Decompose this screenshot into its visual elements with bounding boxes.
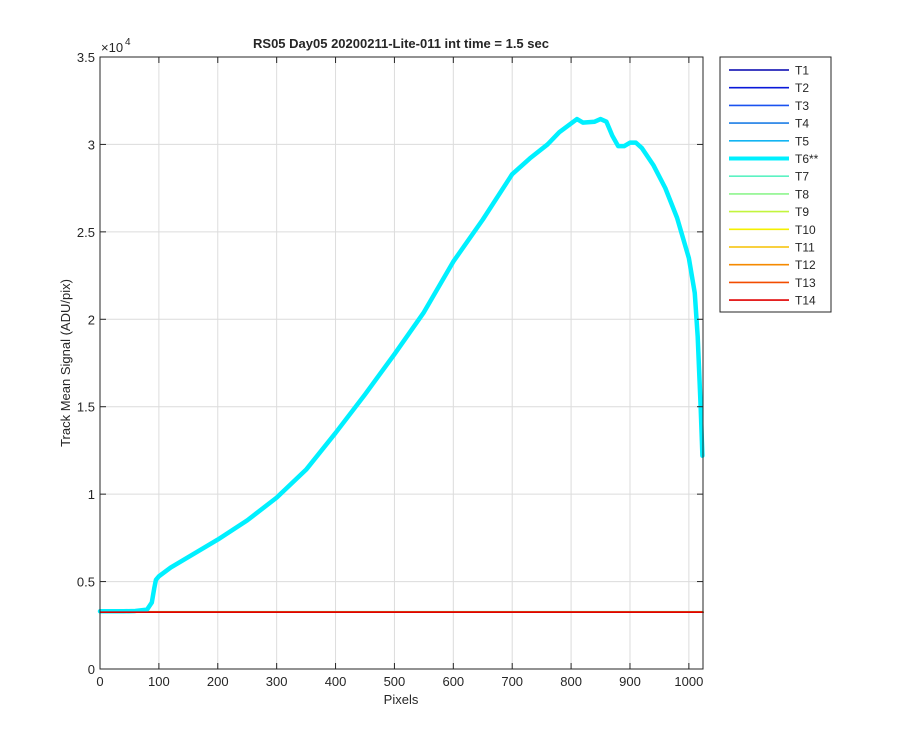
y-tick-label: 0.5 bbox=[77, 575, 95, 590]
y-tick-label: 2 bbox=[88, 312, 95, 327]
x-tick-label: 200 bbox=[207, 674, 229, 689]
legend-label: T12 bbox=[795, 258, 816, 272]
y-tick-label: 3.5 bbox=[77, 50, 95, 65]
y-axis-exponent: ×10 4 bbox=[101, 37, 131, 55]
legend-label: T2 bbox=[795, 81, 809, 95]
x-tick-label: 900 bbox=[619, 674, 641, 689]
x-tick-label: 1000 bbox=[674, 674, 703, 689]
axes: 0 100 200 300 400 500 600 700 800 900 1000 0 0.5 1 1.5… bbox=[77, 50, 703, 689]
legend-label: T7 bbox=[795, 170, 809, 184]
chart-title: RS05 Day05 20200211-Lite-011 int time = … bbox=[253, 36, 549, 51]
x-tick-label: 400 bbox=[325, 674, 347, 689]
series-group bbox=[97, 116, 705, 614]
plot-area-background bbox=[100, 57, 703, 669]
x-tick-label: 700 bbox=[501, 674, 523, 689]
x-tick-label: 0 bbox=[96, 674, 103, 689]
legend-label: T6** bbox=[795, 152, 819, 166]
x-tick-label: 600 bbox=[442, 674, 464, 689]
y-exponent-base: ×10 bbox=[101, 40, 123, 55]
legend: T1 T2 T3 T4 T5 T6** T7 T8 T9 T10 T11 T12 T13 T14 bbox=[719, 56, 832, 313]
y-tick-label: 3 bbox=[88, 137, 95, 152]
plot-area-frame bbox=[99, 56, 704, 670]
legend-label: T14 bbox=[795, 294, 816, 308]
y-tick-label: 1.5 bbox=[77, 400, 95, 415]
y-tick-label: 0 bbox=[88, 662, 95, 677]
legend-label: T13 bbox=[795, 276, 816, 290]
x-tick-label: 800 bbox=[560, 674, 582, 689]
legend-label: T4 bbox=[795, 117, 809, 131]
legend-label: T3 bbox=[795, 99, 809, 113]
legend-label: T8 bbox=[795, 187, 809, 201]
x-tick-label: 300 bbox=[266, 674, 288, 689]
x-tick-label: 100 bbox=[148, 674, 170, 689]
y-tick-label: 2.5 bbox=[77, 225, 95, 240]
legend-label: T9 bbox=[795, 205, 809, 219]
y-axis-label: Track Mean Signal (ADU/pix) bbox=[58, 279, 73, 447]
legend-label: T1 bbox=[795, 64, 809, 78]
x-axis-label: Pixels bbox=[384, 692, 419, 707]
legend-label: T11 bbox=[795, 241, 815, 255]
legend-label: T10 bbox=[795, 223, 816, 237]
legend-box bbox=[719, 56, 832, 313]
y-tick-label: 1 bbox=[88, 487, 95, 502]
y-exponent-power: 4 bbox=[125, 37, 131, 48]
legend-label: T5 bbox=[795, 134, 809, 148]
x-tick-label: 500 bbox=[384, 674, 406, 689]
series-line-t6 bbox=[97, 116, 705, 614]
